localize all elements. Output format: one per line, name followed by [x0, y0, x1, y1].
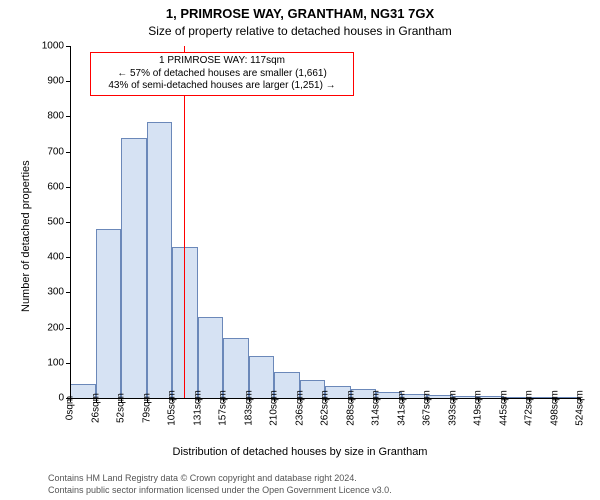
x-axis-label: Distribution of detached houses by size … [0, 446, 600, 458]
y-tick [66, 292, 70, 293]
x-tick-label: 341sqm [396, 390, 407, 426]
chart-plot-area [70, 46, 580, 398]
y-tick-label: 500 [34, 217, 64, 228]
y-tick [66, 116, 70, 117]
y-axis-label: Number of detached properties [20, 160, 32, 312]
chart-subtitle: Size of property relative to detached ho… [0, 24, 600, 38]
x-tick-label: 0sqm [65, 396, 76, 420]
x-tick-label: 210sqm [269, 390, 280, 426]
x-tick-label: 498sqm [549, 390, 560, 426]
annotation-box: 1 PRIMROSE WAY: 117sqm← 57% of detached … [90, 52, 354, 96]
x-tick-label: 288sqm [345, 390, 356, 426]
x-tick-label: 393sqm [447, 390, 458, 426]
x-tick-label: 157sqm [218, 390, 229, 426]
y-tick [66, 152, 70, 153]
y-tick-label: 900 [34, 76, 64, 87]
y-tick [66, 81, 70, 82]
y-tick-label: 1000 [34, 41, 64, 52]
reference-line [184, 46, 185, 398]
y-tick [66, 222, 70, 223]
annotation-line: 1 PRIMROSE WAY: 117sqm [95, 55, 349, 68]
x-tick-label: 105sqm [167, 390, 178, 426]
footer-line-1: Contains HM Land Registry data © Crown c… [48, 473, 357, 484]
y-tick-label: 100 [34, 357, 64, 368]
x-tick-label: 236sqm [294, 390, 305, 426]
x-tick-label: 79sqm [141, 393, 152, 423]
x-tick-label: 419sqm [473, 390, 484, 426]
y-tick-label: 700 [34, 146, 64, 157]
x-tick-label: 26sqm [90, 393, 101, 423]
page-title: 1, PRIMROSE WAY, GRANTHAM, NG31 7GX [0, 6, 600, 21]
x-tick-label: 183sqm [243, 390, 254, 426]
y-axis-line [70, 46, 71, 398]
histogram-bar [147, 122, 173, 398]
annotation-line: ← 57% of detached houses are smaller (1,… [95, 68, 349, 81]
y-tick-label: 800 [34, 111, 64, 122]
x-tick-label: 367sqm [422, 390, 433, 426]
y-tick [66, 257, 70, 258]
y-tick [66, 363, 70, 364]
y-tick-label: 400 [34, 252, 64, 263]
histogram-bar [96, 229, 122, 398]
annotation-line: 43% of semi-detached houses are larger (… [95, 80, 349, 93]
y-tick-label: 600 [34, 181, 64, 192]
y-tick [66, 328, 70, 329]
x-tick-label: 262sqm [320, 390, 331, 426]
footer-line-2: Contains public sector information licen… [48, 485, 392, 496]
x-tick-label: 472sqm [524, 390, 535, 426]
histogram-bar [223, 338, 249, 398]
y-tick-label: 300 [34, 287, 64, 298]
x-tick-label: 131sqm [192, 390, 203, 426]
histogram-bar [121, 138, 147, 398]
x-tick-label: 52sqm [116, 393, 127, 423]
y-tick [66, 187, 70, 188]
x-tick-label: 445sqm [498, 390, 509, 426]
x-tick-label: 314sqm [371, 390, 382, 426]
y-tick [66, 46, 70, 47]
histogram-bar [198, 317, 224, 398]
y-tick-label: 200 [34, 322, 64, 333]
x-tick-label: 524sqm [575, 390, 586, 426]
y-tick-label: 0 [34, 393, 64, 404]
